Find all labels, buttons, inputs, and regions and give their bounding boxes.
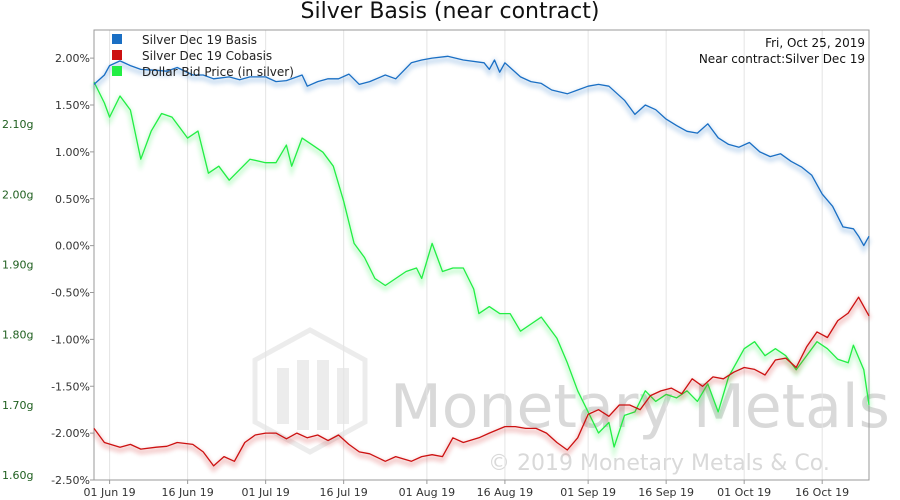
annotation-contract: Near contract:Silver Dec 19 [699, 52, 865, 66]
x-tick-label: 01 Jul 19 [242, 486, 290, 499]
x-tick-label: 16 Jul 19 [320, 486, 368, 499]
legend-label: Dollar Bid Price (in silver) [142, 65, 294, 79]
y-left-tick-label: 1.80g [2, 329, 33, 342]
x-tick-label: 01 Oct 19 [717, 486, 771, 499]
x-tick-label: 16 Sep 19 [638, 486, 694, 499]
dollar-bid-price-in-silver-shadow [91, 83, 872, 460]
y-left-tick-label: 1.60g [2, 469, 33, 482]
y-right-tick-label: -1.00% [51, 333, 90, 346]
legend-swatch [112, 50, 122, 60]
y-left-tick-label: 1.90g [2, 258, 33, 271]
y-right-tick-label: 1.00% [55, 146, 90, 159]
y-right-tick-label: 2.00% [55, 52, 90, 65]
legend-label: Silver Dec 19 Cobasis [142, 49, 272, 63]
series-layer [91, 55, 872, 473]
legend: Silver Dec 19 Basis Silver Dec 19 Cobasis… [112, 33, 294, 79]
y-right-tick-label: -0.50% [51, 287, 90, 300]
watermark-logo: Monetary Metals © 2019 Monetary Metals &… [252, 327, 890, 476]
y-axis-right: 2.00% 1.50% 1.00% 0.50% 0.00% -0.50% -1.00% -1.… [51, 52, 94, 487]
x-tick-label: 16 Jun 19 [162, 486, 214, 499]
silver-dec-19-cobasis-shadow [91, 295, 872, 473]
x-tick-label: 01 Aug 19 [399, 486, 455, 499]
x-tick-label: 01 Jun 19 [84, 486, 136, 499]
plot-frame [93, 29, 870, 481]
y-right-tick-label: 0.50% [55, 193, 90, 206]
x-tick-label: 01 Sep 19 [560, 486, 616, 499]
dollar-bid-price-in-silver-line [93, 81, 870, 448]
y-left-tick-label: 2.00g [2, 188, 33, 201]
x-axis: 01 Jun 19 16 Jun 19 01 Jul 19 16 Jul 19 01 A… [84, 480, 849, 499]
silver-dec-19-cobasis-line [93, 296, 870, 467]
y-right-tick-label: 1.50% [55, 99, 90, 112]
watermark-copyright: © 2019 Monetary Metals & Co. [488, 451, 830, 476]
y-right-tick-label: 0.00% [55, 240, 90, 253]
vertical-gridlines [109, 30, 823, 480]
legend-swatch [112, 66, 122, 76]
y-right-tick-label: -2.50% [51, 474, 90, 487]
y-left-tick-label: 1.70g [2, 399, 33, 412]
y-right-tick-label: -2.00% [51, 427, 90, 440]
y-right-tick-label: -1.50% [51, 380, 90, 393]
x-tick-label: 16 Oct 19 [795, 486, 849, 499]
legend-label: Silver Dec 19 Basis [142, 33, 257, 47]
chart-title: Silver Basis (near contract) [301, 0, 600, 24]
y-axis-left: 2.10g 2.00g 1.90g 1.80g 1.70g 1.60g [2, 118, 33, 482]
legend-swatch [112, 34, 122, 44]
silver-dec-19-basis-line [93, 55, 870, 247]
x-tick-label: 16 Aug 19 [477, 486, 533, 499]
silver-dec-19-basis-shadow [92, 56, 872, 254]
annotation-date: Fri, Oct 25, 2019 [765, 36, 865, 50]
y-left-tick-label: 2.10g [2, 118, 33, 131]
